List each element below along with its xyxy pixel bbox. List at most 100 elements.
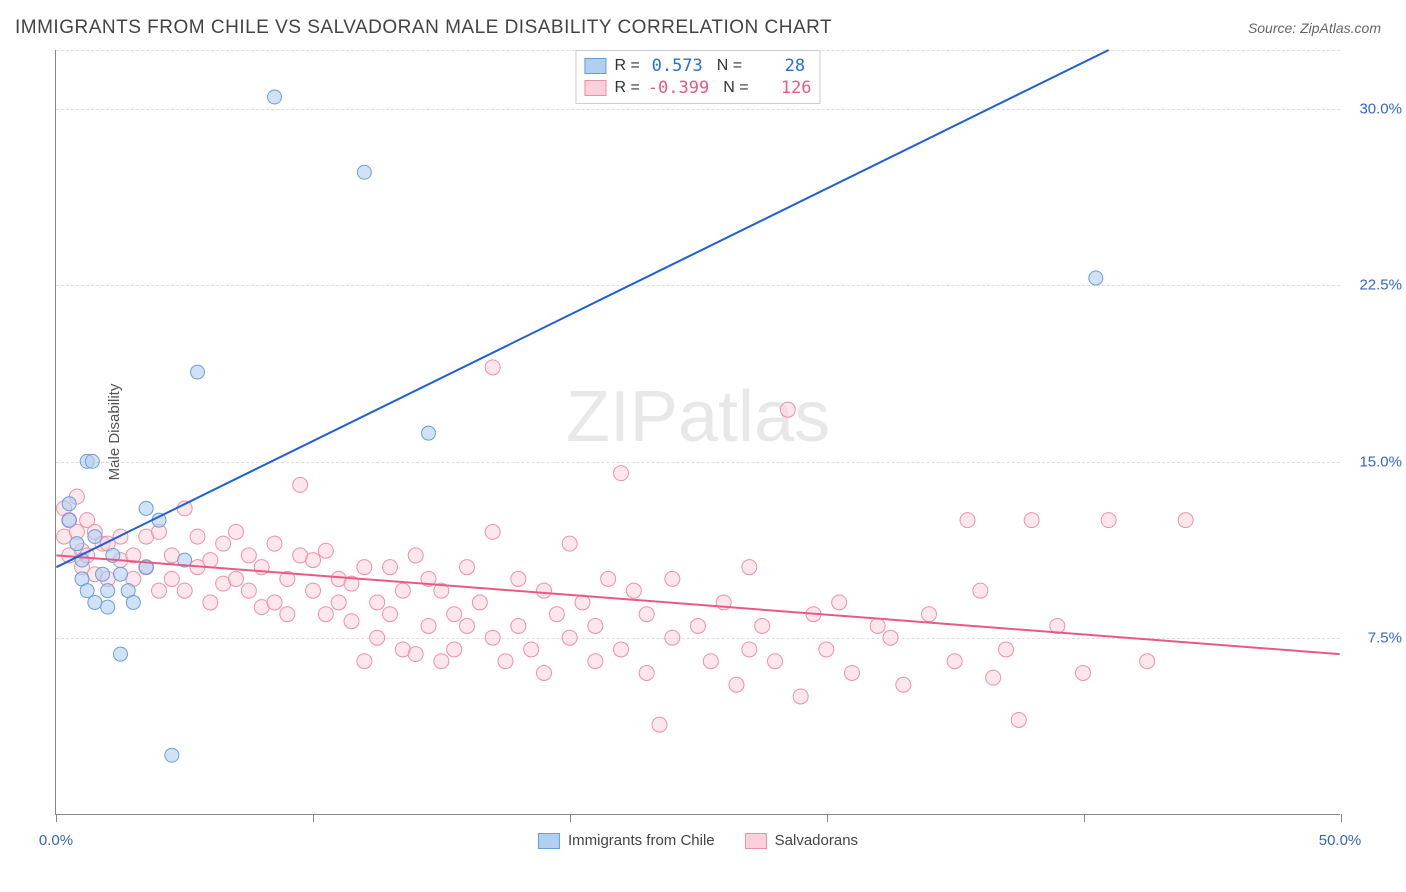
legend-swatch-chile bbox=[538, 833, 560, 849]
n-label-chile: N = bbox=[717, 57, 742, 75]
scatter-point bbox=[306, 583, 321, 598]
scatter-point bbox=[318, 607, 333, 622]
scatter-point bbox=[652, 717, 667, 732]
scatter-point bbox=[1011, 712, 1026, 727]
scatter-point bbox=[485, 360, 500, 375]
legend-item-chile: Immigrants from Chile bbox=[538, 832, 715, 849]
scatter-point bbox=[164, 548, 179, 563]
scatter-point bbox=[1024, 513, 1039, 528]
scatter-point bbox=[203, 595, 218, 610]
scatter-point bbox=[268, 90, 282, 104]
scatter-point bbox=[511, 571, 526, 586]
scatter-point bbox=[498, 654, 513, 669]
scatter-point bbox=[755, 618, 770, 633]
scatter-point bbox=[922, 607, 937, 622]
plot-svg bbox=[56, 50, 1340, 814]
regression-line bbox=[56, 555, 1339, 654]
xtick bbox=[570, 814, 571, 822]
scatter-point bbox=[472, 595, 487, 610]
plot-area: Male Disability ZIPatlas 7.5%15.0%22.5%3… bbox=[55, 50, 1340, 815]
r-label-salv: R = bbox=[614, 79, 639, 97]
scatter-point bbox=[947, 654, 962, 669]
scatter-point bbox=[780, 402, 795, 417]
scatter-point bbox=[165, 748, 179, 762]
x-axis-label-right: 50.0% bbox=[1319, 832, 1362, 849]
legend-label-chile: Immigrants from Chile bbox=[568, 832, 715, 849]
scatter-point bbox=[357, 654, 372, 669]
scatter-point bbox=[357, 165, 371, 179]
source-attribution: Source: ZipAtlas.com bbox=[1248, 20, 1381, 36]
x-axis-label-left: 0.0% bbox=[39, 832, 73, 849]
scatter-point bbox=[395, 583, 410, 598]
ytick-label: 22.5% bbox=[1347, 277, 1402, 294]
scatter-point bbox=[229, 524, 244, 539]
scatter-point bbox=[370, 630, 385, 645]
legend-stats-box: R = 0.573 N = 28 R = -0.399 N = 126 bbox=[575, 50, 820, 104]
scatter-point bbox=[537, 665, 552, 680]
scatter-point bbox=[691, 618, 706, 633]
scatter-point bbox=[241, 583, 256, 598]
scatter-point bbox=[742, 642, 757, 657]
scatter-point bbox=[164, 571, 179, 586]
scatter-point bbox=[229, 571, 244, 586]
chart-title: IMMIGRANTS FROM CHILE VS SALVADORAN MALE… bbox=[15, 17, 832, 39]
scatter-point bbox=[639, 607, 654, 622]
r-label-chile: R = bbox=[614, 57, 639, 75]
scatter-point bbox=[267, 536, 282, 551]
scatter-point bbox=[883, 630, 898, 645]
r-value-salv: -0.399 bbox=[648, 78, 709, 98]
xtick bbox=[827, 814, 828, 822]
scatter-point bbox=[139, 501, 153, 515]
scatter-point bbox=[216, 536, 231, 551]
scatter-point bbox=[1101, 513, 1116, 528]
scatter-point bbox=[1140, 654, 1155, 669]
scatter-point bbox=[280, 607, 295, 622]
scatter-point bbox=[114, 567, 128, 581]
scatter-point bbox=[126, 595, 140, 609]
scatter-point bbox=[601, 571, 616, 586]
scatter-point bbox=[422, 426, 436, 440]
scatter-point bbox=[383, 560, 398, 575]
scatter-point bbox=[267, 595, 282, 610]
ytick-label: 15.0% bbox=[1347, 453, 1402, 470]
scatter-point bbox=[999, 642, 1014, 657]
scatter-point bbox=[639, 665, 654, 680]
scatter-point bbox=[408, 548, 423, 563]
regression-line bbox=[56, 50, 1108, 567]
scatter-point bbox=[986, 670, 1001, 685]
scatter-point bbox=[88, 530, 102, 544]
scatter-point bbox=[152, 583, 167, 598]
scatter-point bbox=[96, 567, 110, 581]
n-label-salv: N = bbox=[723, 79, 748, 97]
scatter-point bbox=[447, 642, 462, 657]
source-prefix: Source: bbox=[1248, 20, 1300, 36]
scatter-point bbox=[665, 571, 680, 586]
scatter-point bbox=[421, 618, 436, 633]
xtick bbox=[1084, 814, 1085, 822]
scatter-point bbox=[742, 560, 757, 575]
scatter-point bbox=[485, 524, 500, 539]
scatter-point bbox=[241, 548, 256, 563]
scatter-point bbox=[665, 630, 680, 645]
xtick bbox=[313, 814, 314, 822]
scatter-point bbox=[588, 654, 603, 669]
scatter-point bbox=[370, 595, 385, 610]
scatter-point bbox=[306, 553, 321, 568]
scatter-point bbox=[191, 365, 205, 379]
scatter-point bbox=[70, 537, 84, 551]
scatter-point bbox=[562, 630, 577, 645]
scatter-point bbox=[293, 477, 308, 492]
scatter-point bbox=[524, 642, 539, 657]
ytick-label: 30.0% bbox=[1347, 100, 1402, 117]
bottom-legend: Immigrants from Chile Salvadorans bbox=[538, 832, 858, 849]
legend-swatch-salv bbox=[745, 833, 767, 849]
scatter-point bbox=[973, 583, 988, 598]
scatter-point bbox=[1089, 271, 1103, 285]
scatter-point bbox=[101, 584, 115, 598]
scatter-point bbox=[114, 647, 128, 661]
scatter-point bbox=[614, 466, 629, 481]
legend-item-salv: Salvadorans bbox=[745, 832, 858, 849]
scatter-point bbox=[588, 618, 603, 633]
scatter-point bbox=[88, 595, 102, 609]
scatter-point bbox=[793, 689, 808, 704]
